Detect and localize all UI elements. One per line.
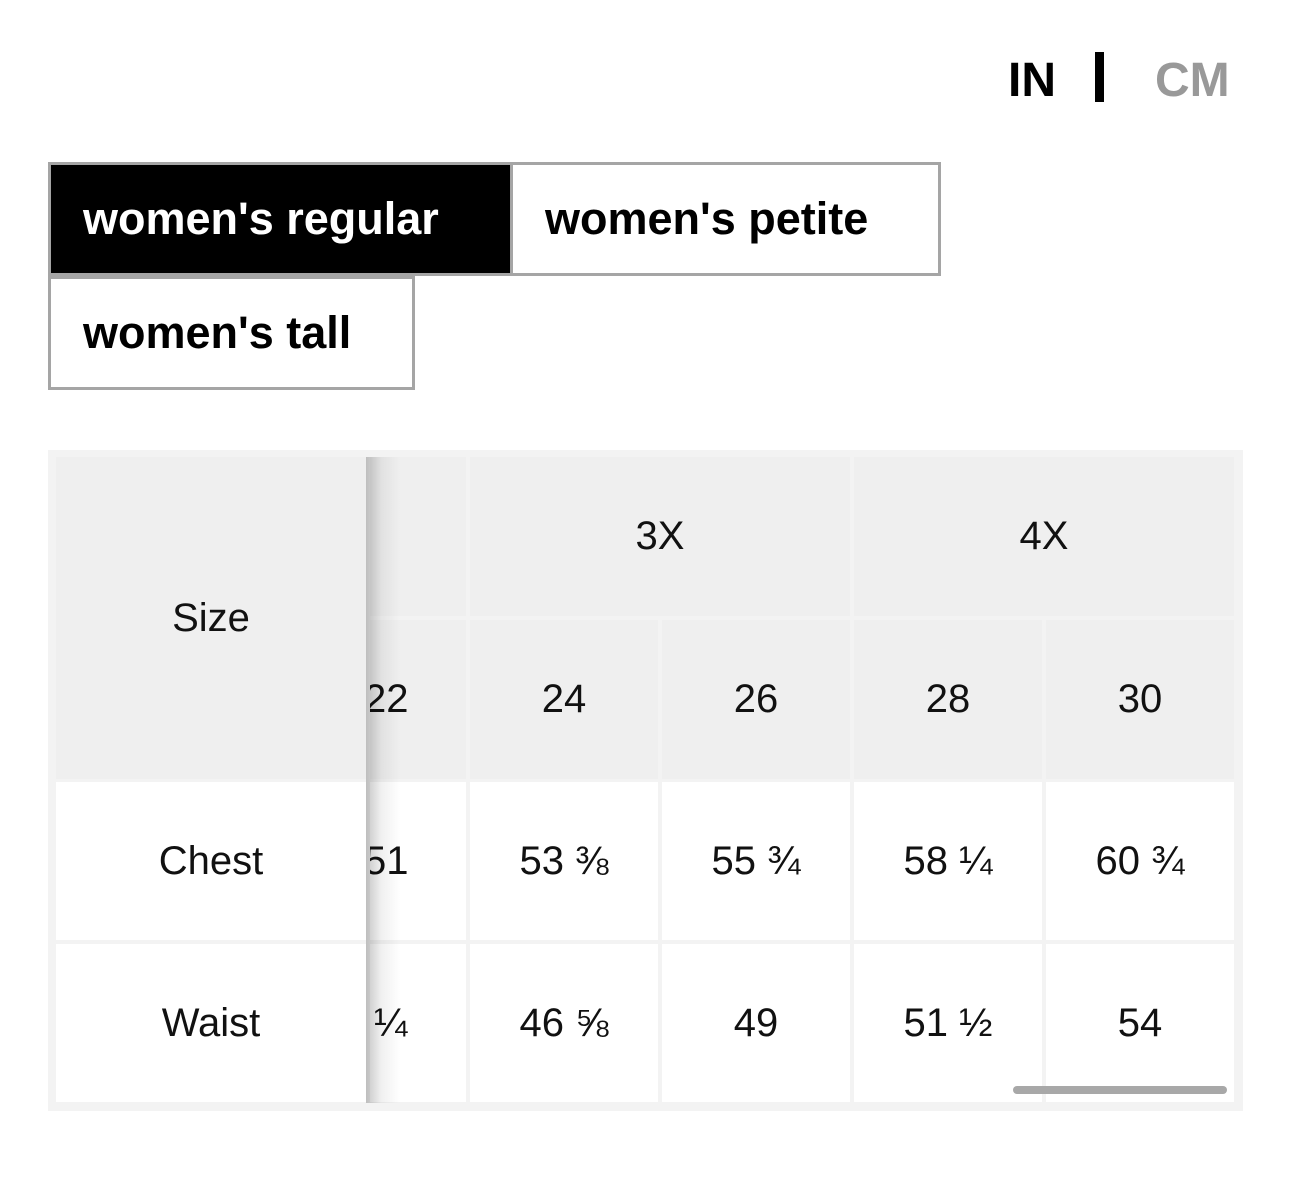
table-cell: 51 — [370, 782, 466, 940]
unit-inches-option[interactable]: IN — [1008, 53, 1056, 107]
tab-label: women's tall — [83, 307, 352, 358]
cell-value: 51 ½ — [903, 1000, 993, 1045]
size-label: Size — [172, 595, 250, 640]
tab-womens-petite[interactable]: women's petite — [510, 162, 941, 276]
cell-value: 53 ⅜ — [519, 838, 609, 883]
size-number-header: 22 — [370, 620, 466, 779]
unit-toggle: IN CM — [1000, 50, 1245, 110]
table-cell: 54 — [1046, 944, 1234, 1102]
size-number-label: 28 — [925, 677, 971, 721]
row-header-waist: Waist — [56, 944, 366, 1102]
unit-centimeters-option[interactable]: CM — [1155, 53, 1230, 107]
cell-value: 54 — [1117, 1000, 1163, 1045]
tab-label: women's regular — [83, 193, 439, 244]
row-label: Waist — [161, 1000, 261, 1045]
table-cell: 60 ¾ — [1046, 782, 1234, 940]
size-number-label: 30 — [1117, 677, 1163, 721]
size-group-header: 3X — [470, 457, 850, 616]
unit-divider — [1095, 52, 1104, 102]
cell-value: 55 ¾ — [711, 838, 801, 883]
cell-value: 51 — [370, 838, 409, 883]
size-number-header: 28 — [854, 620, 1042, 779]
horizontal-scrollbar[interactable] — [1013, 1086, 1227, 1094]
row-header-chest: Chest — [56, 782, 366, 940]
size-number-header: 24 — [470, 620, 658, 779]
size-number-header: 30 — [1046, 620, 1234, 779]
cell-value: 60 ¾ — [1095, 838, 1185, 883]
cell-value: 49 — [733, 1000, 779, 1045]
size-number-label: 24 — [541, 677, 587, 721]
table-cell: 55 ¾ — [662, 782, 850, 940]
size-number-label: 22 — [370, 677, 409, 721]
cell-value: 58 ¼ — [903, 838, 993, 883]
size-group-label: 3X — [635, 514, 685, 558]
tab-womens-regular[interactable]: women's regular — [48, 162, 513, 276]
size-group-header: 4X — [854, 457, 1234, 616]
tab-womens-tall[interactable]: women's tall — [48, 276, 415, 390]
table-cell: 58 ¼ — [854, 782, 1042, 940]
size-group-label: 4X — [1019, 514, 1069, 558]
cell-value: 46 ⅝ — [519, 1000, 609, 1045]
row-label: Chest — [158, 838, 264, 883]
table-cell: 53 ⅜ — [470, 782, 658, 940]
table-cell: 46 ⅝ — [470, 944, 658, 1102]
size-number-header: 26 — [662, 620, 850, 779]
table-cell: ¼ — [370, 944, 466, 1102]
row-header-size: Size — [56, 457, 366, 779]
table-cell: 49 — [662, 944, 850, 1102]
size-number-label: 26 — [733, 677, 779, 721]
size-group-header — [370, 457, 466, 616]
cell-value: ¼ — [374, 1000, 408, 1045]
table-cell: 51 ½ — [854, 944, 1042, 1102]
tab-label: women's petite — [545, 193, 869, 244]
